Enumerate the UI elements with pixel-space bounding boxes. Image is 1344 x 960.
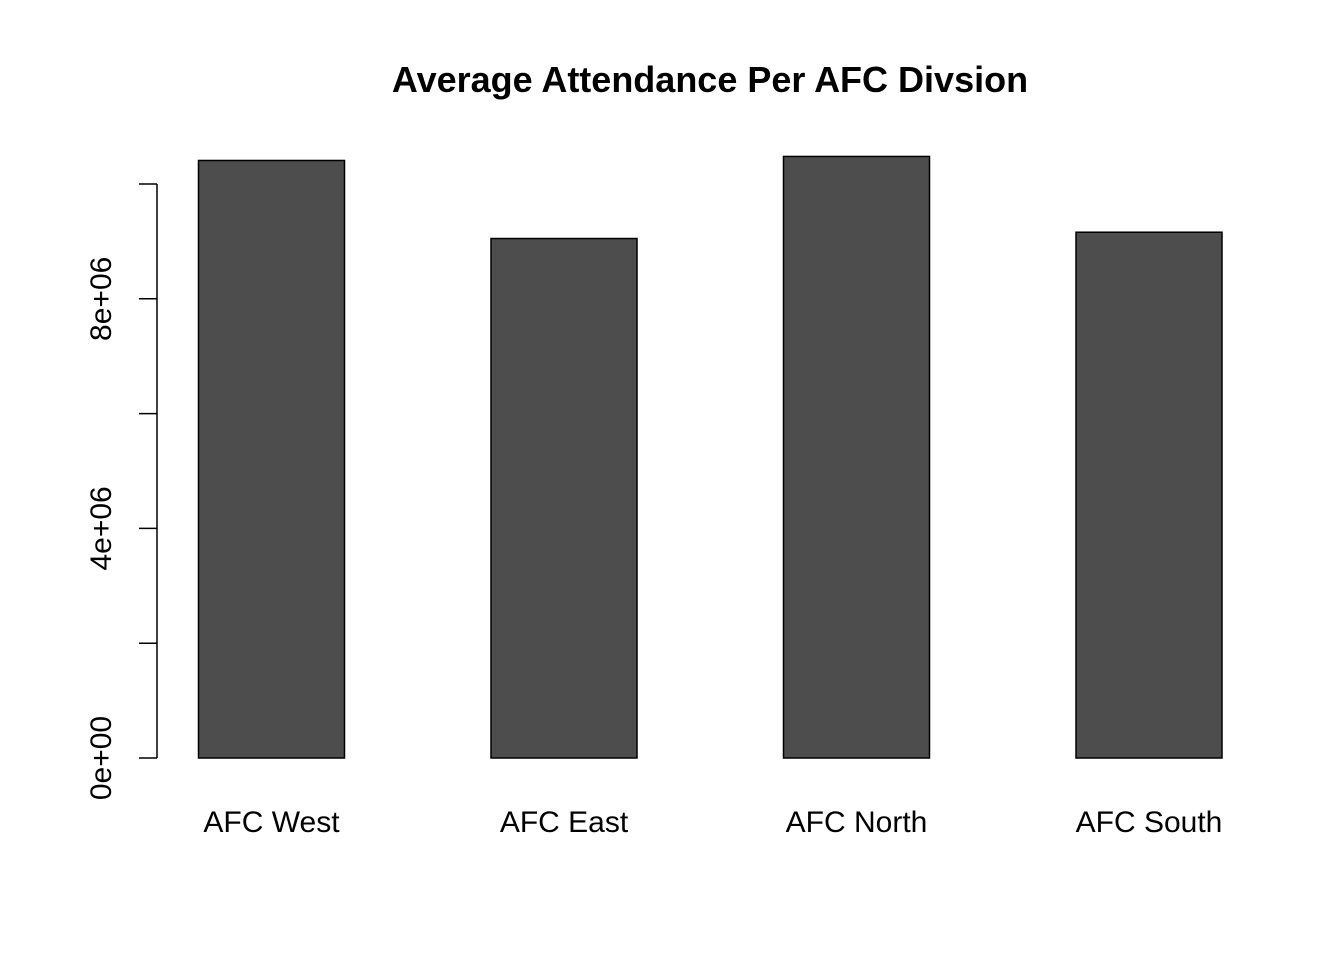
bar-afc-west (197, 159, 346, 759)
bar-afc-north (782, 155, 931, 759)
x-axis-labels: AFC West AFC East AFC North AFC South (203, 806, 1222, 839)
x-tick-label: AFC North (786, 806, 928, 839)
y-tick-label: 0e+00 (85, 716, 118, 800)
x-tick-label: AFC West (203, 806, 340, 839)
bar-afc-south (1075, 231, 1223, 759)
x-tick-label: AFC East (500, 806, 629, 839)
bar-afc-east (490, 237, 638, 759)
y-tick-label: 8e+06 (85, 257, 118, 341)
y-axis: 0e+00 4e+06 8e+06 (85, 183, 158, 800)
y-tick-label: 4e+06 (85, 486, 118, 570)
x-tick-label: AFC South (1076, 806, 1223, 839)
bars (197, 155, 1223, 759)
chart-title: Average Attendance Per AFC Divsion (392, 59, 1028, 100)
